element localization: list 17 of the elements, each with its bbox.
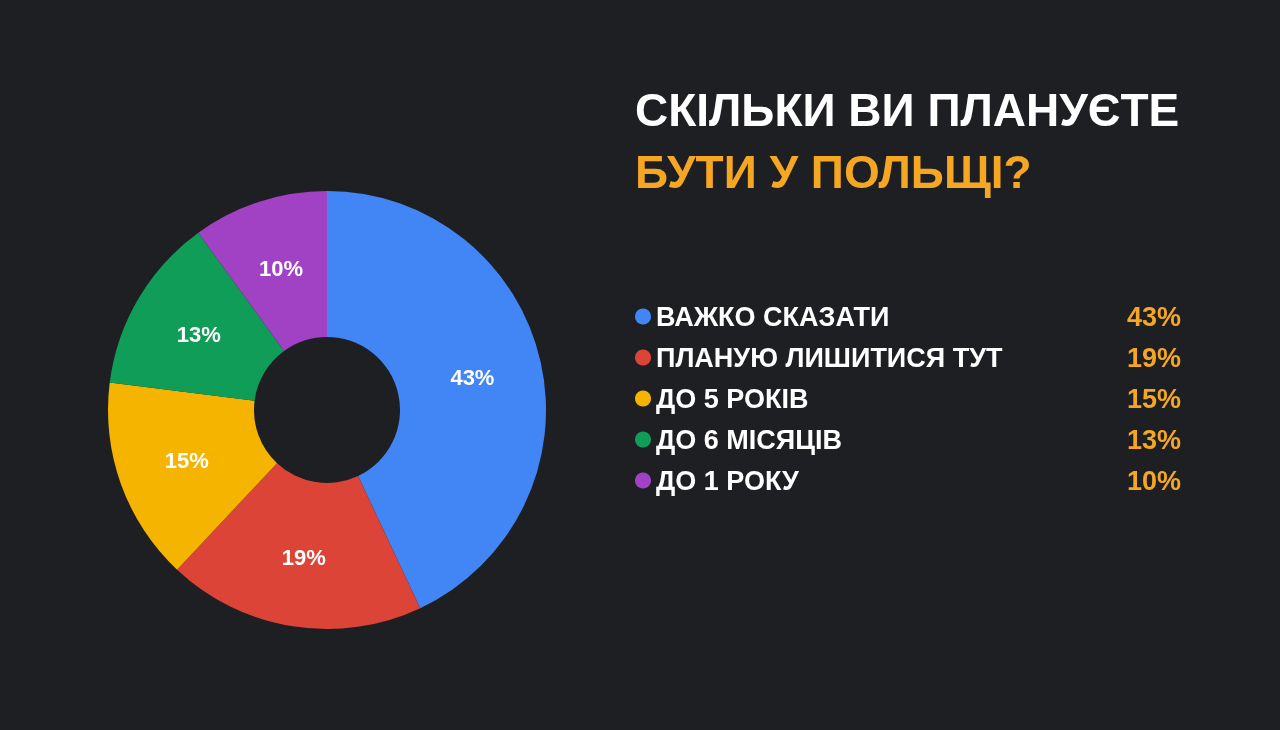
data-label: 15% (164, 447, 209, 473)
text: 43% (1126, 301, 1181, 332)
data-label: 13% (176, 321, 221, 347)
text: 13% (1126, 424, 1181, 455)
chart-subtitle: БУТИ У ПОЛЬЩІ? (635, 146, 1032, 198)
text: 15% (1126, 383, 1181, 414)
legend-label: ДО 1 РОКУ (656, 465, 801, 496)
legend-label: ДО 6 МІСЯЦІВ (656, 424, 842, 455)
text: 19% (1126, 342, 1181, 373)
data-label: 43% (450, 365, 495, 390)
legend-label: ВАЖКО СКАЗАТИ (656, 301, 890, 332)
legend-label: ПЛАНУЮ ЛИШИТИСЯ ТУТ (656, 342, 1003, 373)
text: 10% (1126, 465, 1181, 496)
chart-title: СКІЛЬКИ ВИ ПЛАНУЄТЕ (635, 84, 1180, 136)
data-label: 10% (258, 255, 303, 281)
data-label: 19% (281, 544, 326, 570)
legend-label: ДО 5 РОКІВ (656, 383, 809, 414)
